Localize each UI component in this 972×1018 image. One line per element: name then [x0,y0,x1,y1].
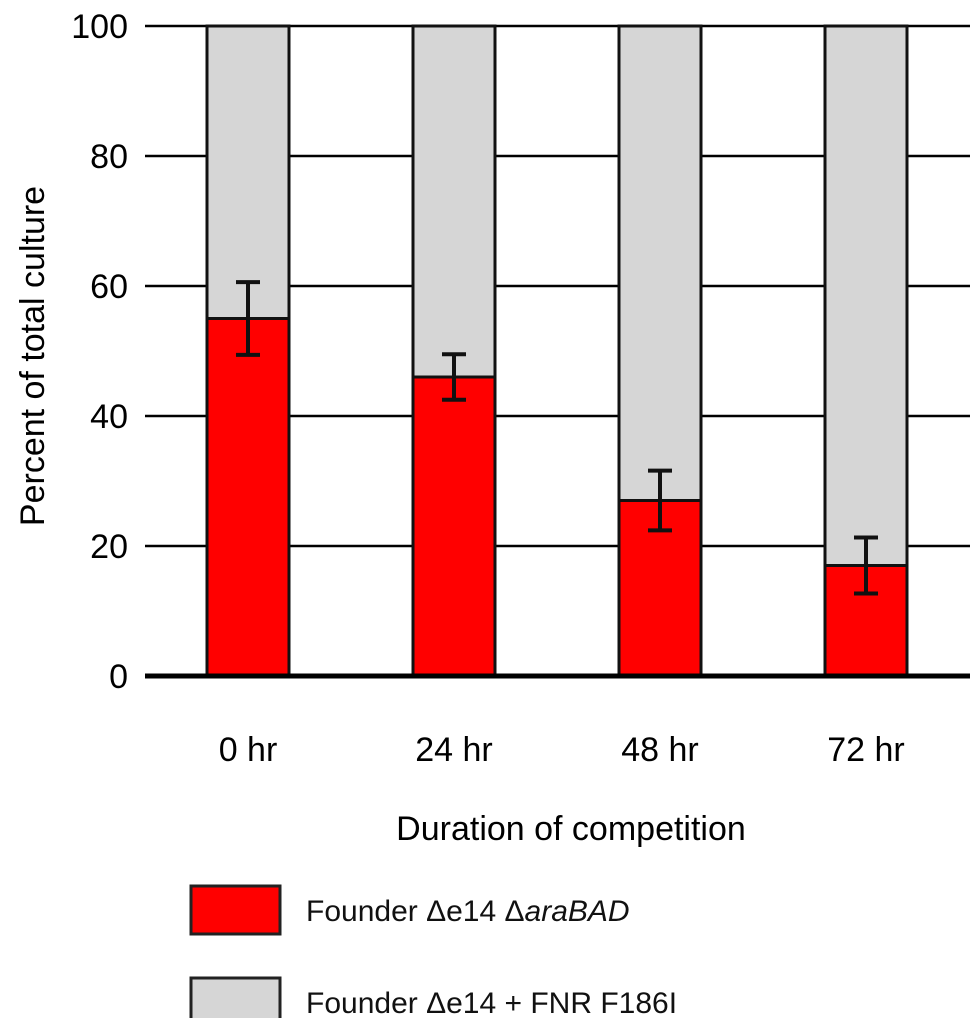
x-tick-label: 0 hr [219,731,278,769]
legend-swatch-founder-arabad [189,884,282,936]
y-tick-label: 60 [90,268,128,306]
y-tick-label: 100 [71,8,128,46]
legend-label-founder-arabad-italic: araBAD [525,895,630,928]
y-axis-title: Percent of total culture [14,186,52,526]
x-axis-title: Duration of competition [396,810,746,848]
legend-label-founder-arabad: Founder Δe14 ΔaraBAD [306,895,630,928]
bar-segment-founder-arabad [411,375,497,678]
y-tick-label: 0 [109,658,128,696]
bar-segment-fnr-f186i [205,24,291,320]
bars [205,24,909,678]
bar-segment-fnr-f186i [411,24,497,379]
legend-label-founder-arabad-prefix: Founder Δe14 Δ [306,895,525,928]
legend-swatch-fnr-f186i [189,976,282,1018]
y-tick-label: 20 [90,528,128,566]
x-tick-label: 48 hr [621,731,699,769]
x-tick-labels: 0 hr 24 hr 48 hr 72 hr [219,731,905,769]
y-tick-label: 40 [90,398,128,436]
legend-label-fnr-f186i: Founder Δe14 + FNR F186I [306,987,677,1018]
error-bars [236,280,878,596]
y-tick-labels: 0 20 40 60 80 100 [71,8,128,696]
x-tick-label: 24 hr [415,731,493,769]
bar-segment-fnr-f186i [823,24,909,567]
y-tick-label: 80 [90,138,128,176]
bar-segment-fnr-f186i [617,24,703,502]
x-tick-label: 72 hr [827,731,905,769]
bar-segment-founder-arabad [205,317,291,678]
